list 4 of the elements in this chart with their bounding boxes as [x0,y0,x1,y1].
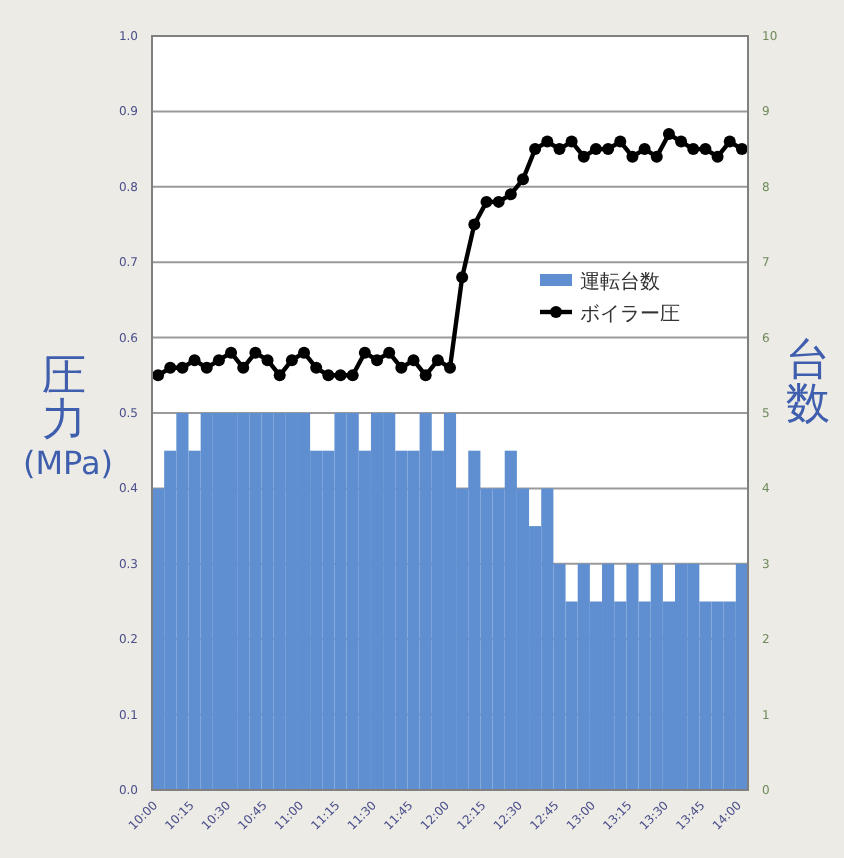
y2-axis-title: 台数 [786,336,830,430]
legend-label: 運転台数 [580,270,660,294]
y-axis-title: 圧力(MPa) [22,352,114,482]
legend-label: ボイラー圧 [580,304,680,326]
